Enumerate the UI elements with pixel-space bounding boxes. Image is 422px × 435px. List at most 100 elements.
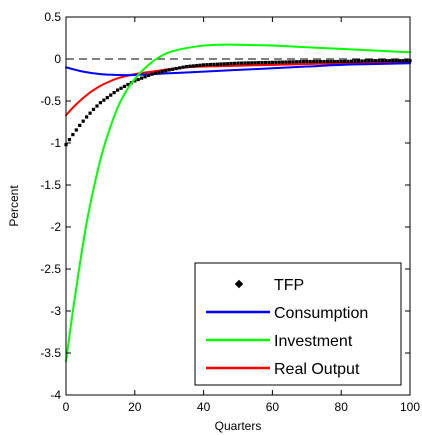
- series-tfp-point: [171, 67, 175, 71]
- series-tfp-point: [315, 59, 319, 64]
- series-tfp-point: [267, 60, 271, 65]
- series-tfp-point: [332, 59, 336, 64]
- series-tfp-point: [263, 60, 268, 65]
- series-tfp-point: [380, 59, 385, 63]
- series-investment-line: [65, 43, 411, 363]
- series-tfp-point: [119, 86, 123, 90]
- series-tfp-point: [184, 64, 188, 69]
- series-real-output-line: [65, 60, 411, 117]
- series-tfp-point: [325, 59, 330, 64]
- series-tfp-point: [391, 59, 395, 63]
- series-tfp-point: [284, 60, 288, 64]
- y-tick-label: 0: [54, 52, 61, 66]
- y-tick-label: -3: [50, 304, 61, 318]
- series-tfp-point: [246, 61, 250, 65]
- x-tick-label: 60: [266, 400, 280, 414]
- series-tfp-point: [363, 59, 367, 63]
- series-tfp-point: [288, 60, 292, 64]
- series-tfp-point: [387, 59, 391, 63]
- series-tfp-point: [257, 61, 261, 65]
- series-tfp-point: [112, 91, 116, 95]
- series-tfp-point: [236, 61, 240, 65]
- series-tfp-point: [222, 62, 226, 66]
- series-tfp-point: [215, 62, 219, 66]
- series-tfp-point: [81, 119, 85, 123]
- series-tfp-point: [102, 98, 106, 102]
- series-tfp-point: [74, 128, 78, 132]
- series-tfp-point: [277, 60, 281, 64]
- legend-marker-tfp: [234, 279, 244, 289]
- series-tfp-point: [174, 66, 178, 71]
- series-tfp-point: [374, 59, 378, 63]
- x-tick-label: 40: [197, 400, 211, 414]
- x-tick-label: 100: [400, 400, 420, 414]
- x-axis-label: Quarters: [215, 419, 262, 433]
- y-tick-label: -1.5: [40, 178, 61, 192]
- series-tfp-point: [85, 115, 89, 119]
- series-tfp-point: [253, 61, 257, 65]
- series-tfp-point: [181, 65, 185, 69]
- y-tick-label: -2: [50, 220, 61, 234]
- series-tfp-point: [346, 59, 350, 63]
- series-tfp-point: [398, 59, 402, 63]
- series-tfp-point: [239, 61, 244, 65]
- legend-box: [194, 262, 402, 386]
- x-tick-label: 0: [63, 400, 70, 414]
- series-tfp-point: [143, 75, 147, 79]
- legend: TFP Consumption Investment Real Output: [194, 262, 402, 386]
- series-tfp-point: [167, 68, 171, 72]
- series-tfp-point: [188, 64, 192, 68]
- series-tfp-point: [219, 62, 223, 66]
- series-tfp-point: [105, 96, 109, 100]
- series-tfp-point: [367, 59, 371, 63]
- legend-label-tfp: TFP: [274, 277, 304, 294]
- plot-frame: [65, 16, 411, 396]
- y-tick-label: -4: [50, 388, 61, 402]
- series-tfp-point: [229, 61, 233, 66]
- y-tick-label: -1: [50, 136, 61, 150]
- series-tfp-point: [191, 64, 195, 68]
- y-tick-label: -0.5: [40, 94, 61, 108]
- series-tfp-point: [91, 107, 96, 111]
- x-tick-label: 20: [128, 400, 142, 414]
- series-tfp-point: [291, 60, 295, 64]
- series-tfp-point: [250, 61, 254, 65]
- series-tfp-point: [208, 62, 213, 67]
- series-tfp-point: [146, 73, 151, 78]
- legend-label-consumption: Consumption: [274, 305, 368, 322]
- series-tfp-point: [160, 70, 164, 74]
- series-tfp-point: [126, 82, 130, 87]
- tick-layer: 0 20 40 60 80 100 0.5 0 -0.5 -1 -1.5 -2 -2.5 -3 -3.5 -4: [40, 10, 420, 414]
- series-tfp-point: [177, 66, 182, 70]
- legend-label-investment: Investment: [274, 333, 353, 350]
- series-tfp-point: [157, 70, 161, 75]
- series-tfp-point: [232, 61, 237, 65]
- series-tfp-point: [329, 59, 333, 64]
- series-tfp-point: [71, 133, 75, 137]
- series-tfp-point: [339, 59, 343, 64]
- series-tfp-point: [95, 104, 99, 108]
- series-tfp-point: [301, 60, 305, 64]
- series-tfp-point: [360, 59, 364, 63]
- series-tfp-point: [308, 59, 312, 64]
- series-tfp-point: [122, 84, 127, 88]
- series-tfp-point: [243, 61, 247, 65]
- series-tfp-point: [88, 111, 92, 115]
- legend-label-real-output: Real Output: [274, 361, 360, 378]
- series-tfp-point: [356, 59, 360, 63]
- series-tfp-point: [212, 62, 216, 66]
- series-tfp-point: [349, 59, 354, 63]
- series-tfp-point: [116, 88, 120, 92]
- legend-entries: TFP Consumption Investment Real Output: [206, 277, 368, 378]
- series-tfp-point: [270, 60, 274, 64]
- series-tfp-point: [312, 59, 316, 64]
- series-tfp-point: [195, 63, 199, 68]
- series-tfp-point: [274, 60, 278, 64]
- series-tfp-point: [281, 60, 285, 64]
- series-tfp-point: [401, 59, 405, 63]
- series-tfp-point: [226, 62, 230, 66]
- y-tick-label: -3.5: [40, 346, 61, 360]
- series-tfp-point: [353, 59, 357, 63]
- y-tick-label: -2.5: [40, 262, 61, 276]
- series-tfp-point: [136, 77, 140, 82]
